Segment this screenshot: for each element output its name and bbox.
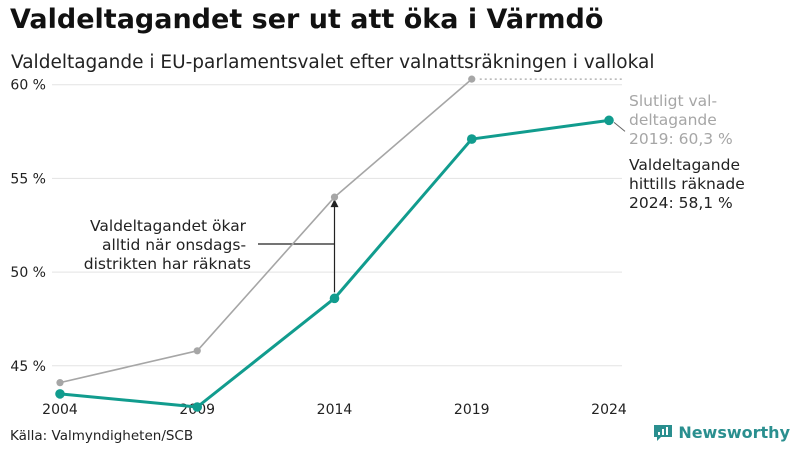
y-tick-label: 50 %: [10, 265, 46, 281]
final-annotation: Slutligt val- deltagande 2019: 60,3 %: [629, 92, 733, 148]
x-tick-label: 2004: [42, 402, 78, 418]
arrow-head-icon: [330, 199, 339, 208]
data-point: [329, 293, 340, 304]
current-leader-line: [613, 121, 626, 132]
wednesday-annotation-arrow: [258, 199, 339, 293]
chart-subtitle: Valdeltagande i EU-parlamentsvalet efter…: [11, 52, 655, 73]
x-tick-label: 2014: [317, 402, 353, 418]
data-point: [55, 389, 65, 399]
data-point: [192, 402, 203, 412]
brand-name: Newsworthy: [678, 423, 790, 442]
series-line-0: [59, 78, 473, 384]
series-group: [55, 75, 614, 412]
chart-title: Valdeltagandet ser ut att öka i Värmdö: [10, 4, 604, 35]
y-axis-ticks: 45 % 50 % 55 % 60 %: [10, 78, 46, 375]
wednesday-annotation: Valdeltagandet ökar alltid när onsdags- …: [84, 217, 251, 273]
x-tick-label: 2024: [591, 402, 627, 418]
y-tick-label: 60 %: [10, 78, 46, 94]
x-axis-ticks: 20042009201420192024: [42, 402, 627, 418]
y-tick-label: 45 %: [10, 359, 46, 375]
data-point: [466, 134, 477, 144]
source-note: Källa: Valmyndigheten/SCB: [10, 428, 194, 444]
gridlines: [52, 84, 622, 367]
current-annotation: Valdeltagande hittills räknade 2024: 58,…: [629, 156, 750, 212]
brand-logo[interactable]: Newsworthy: [653, 423, 790, 442]
data-point: [193, 347, 201, 355]
data-point: [56, 379, 64, 387]
data-point: [604, 115, 614, 126]
data-point: [468, 75, 476, 83]
newsworthy-logo-icon: [654, 424, 673, 441]
data-point: [330, 193, 339, 201]
y-tick-label: 55 %: [10, 171, 46, 187]
x-tick-label: 2019: [454, 402, 490, 418]
